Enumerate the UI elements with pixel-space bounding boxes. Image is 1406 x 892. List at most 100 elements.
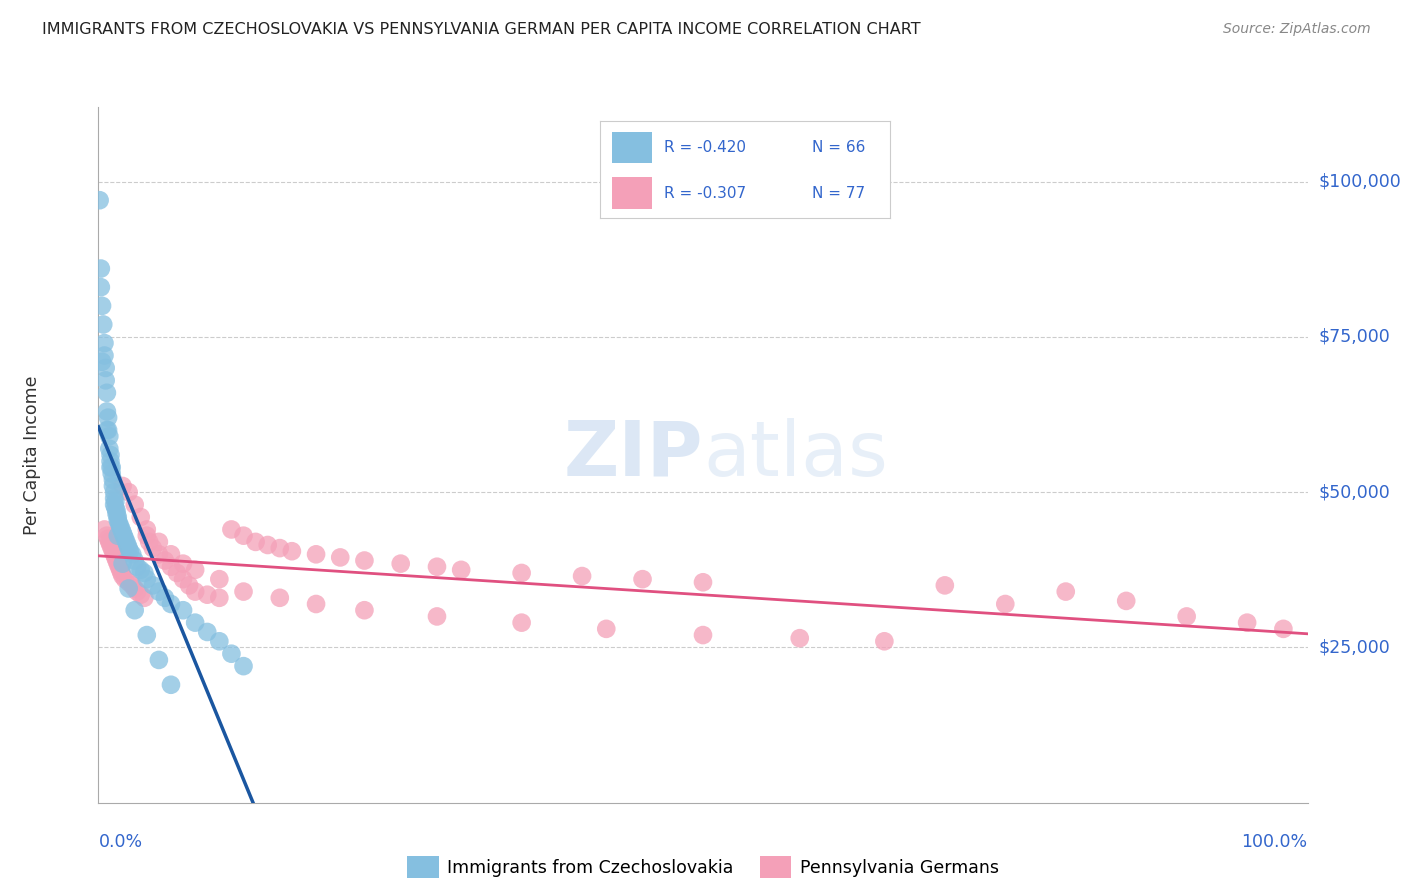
Text: Source: ZipAtlas.com: Source: ZipAtlas.com <box>1223 22 1371 37</box>
Point <box>90 280 112 294</box>
Point <box>100 460 122 475</box>
Point <box>172 572 194 586</box>
Point <box>107 513 129 527</box>
Point <box>98 442 121 456</box>
Point <box>98 429 121 443</box>
Point <box>135 529 157 543</box>
Point <box>232 659 254 673</box>
Point <box>172 603 194 617</box>
Point <box>108 559 131 574</box>
Point <box>129 510 152 524</box>
Point <box>96 385 118 400</box>
Point <box>153 553 176 567</box>
Point <box>142 578 165 592</box>
Text: 100.0%: 100.0% <box>1241 833 1308 851</box>
Point <box>269 541 291 555</box>
Point <box>101 479 124 493</box>
Point <box>117 538 139 552</box>
Point <box>89 193 111 207</box>
Point <box>111 479 134 493</box>
Point <box>96 529 118 543</box>
Point <box>91 355 114 369</box>
Point <box>103 491 125 506</box>
Point <box>208 591 231 605</box>
Point <box>184 584 207 599</box>
Point <box>166 566 188 580</box>
Point <box>221 523 243 537</box>
Point <box>135 628 157 642</box>
Point <box>160 597 183 611</box>
Point <box>1175 609 1198 624</box>
FancyBboxPatch shape <box>612 178 652 209</box>
Point <box>329 550 352 565</box>
Point <box>104 500 127 515</box>
Point <box>105 507 128 521</box>
Text: 0.0%: 0.0% <box>98 833 142 851</box>
Point <box>135 523 157 537</box>
Point <box>98 534 121 549</box>
Point <box>103 498 125 512</box>
Point <box>93 336 115 351</box>
Text: $75,000: $75,000 <box>1319 328 1391 346</box>
Point <box>177 578 201 592</box>
Point <box>208 634 231 648</box>
Point <box>107 529 129 543</box>
Point <box>100 467 122 481</box>
Point <box>108 519 131 533</box>
Point <box>789 631 811 645</box>
Point <box>195 624 218 639</box>
Text: Per Capita Income: Per Capita Income <box>22 376 41 534</box>
Point <box>353 553 375 567</box>
Point <box>118 544 141 558</box>
Point <box>134 566 156 580</box>
Point <box>232 584 254 599</box>
Point <box>1054 584 1077 599</box>
Point <box>101 473 124 487</box>
Point <box>426 609 449 624</box>
Point <box>692 575 714 590</box>
Point <box>148 653 170 667</box>
Point <box>631 572 654 586</box>
Point <box>281 544 304 558</box>
Point <box>353 603 375 617</box>
Point <box>148 534 170 549</box>
Point <box>232 529 254 543</box>
Point <box>121 578 143 592</box>
Point <box>124 498 146 512</box>
Point <box>112 529 135 543</box>
Point <box>100 538 122 552</box>
Point <box>100 460 122 475</box>
Point <box>97 532 120 546</box>
Point <box>100 541 122 555</box>
Point <box>110 566 132 580</box>
Point <box>94 360 117 375</box>
Point <box>934 578 956 592</box>
Point <box>129 588 152 602</box>
Point <box>184 563 207 577</box>
Point <box>134 591 156 605</box>
Point <box>305 547 328 561</box>
Point <box>96 404 118 418</box>
Point <box>148 584 170 599</box>
Text: N = 66: N = 66 <box>813 140 866 154</box>
Point <box>104 494 127 508</box>
Point <box>571 569 593 583</box>
Point <box>873 634 896 648</box>
Point <box>208 572 231 586</box>
Point <box>97 410 120 425</box>
Point <box>160 678 183 692</box>
Point <box>305 597 328 611</box>
Point <box>195 588 218 602</box>
Point <box>269 591 291 605</box>
Point <box>129 563 152 577</box>
Point <box>124 553 146 567</box>
Point <box>118 582 141 596</box>
Point <box>160 559 183 574</box>
Point <box>107 557 129 571</box>
Point <box>108 516 131 531</box>
Point <box>107 510 129 524</box>
Point <box>994 597 1017 611</box>
Point <box>93 349 115 363</box>
Point <box>127 559 149 574</box>
Point <box>103 547 125 561</box>
